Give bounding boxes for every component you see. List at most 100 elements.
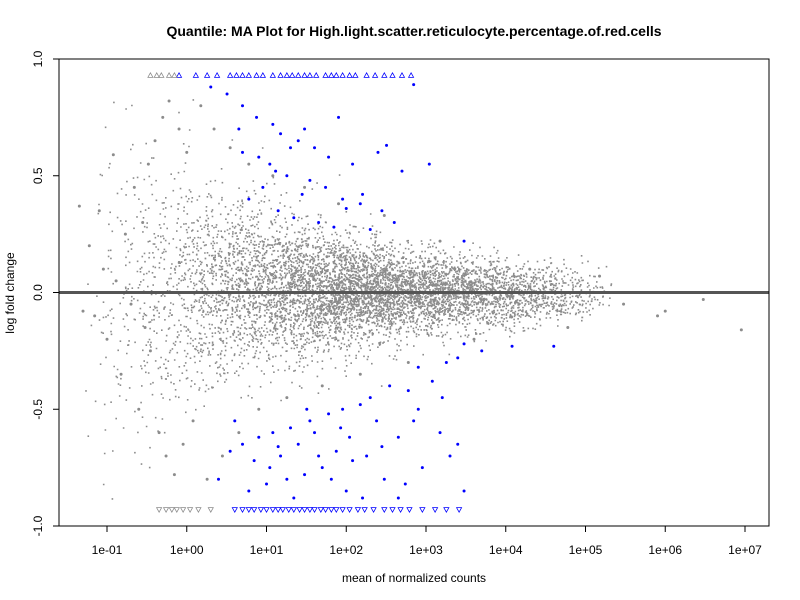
data-point-clipped-up (313, 72, 320, 78)
data-points (77, 72, 743, 513)
data-point (440, 396, 444, 400)
x-axis: 1e-01 1e+00 1e+01 1e+02 1e+03 1e+04 1e+05 1e+06… (92, 526, 762, 557)
data-point (119, 372, 123, 376)
data-point (164, 454, 168, 458)
data-point (376, 150, 380, 154)
x-tick-label: 1e-01 (92, 543, 123, 557)
data-point (566, 326, 570, 330)
chart-title: Quantile: MA Plot for High.light.scatter… (166, 23, 661, 39)
data-point (225, 92, 229, 96)
data-point (271, 122, 275, 126)
data-point (320, 384, 324, 388)
data-point (111, 153, 115, 157)
data-point (361, 496, 365, 500)
data-point-clipped-down (207, 507, 214, 513)
data-point (368, 227, 372, 231)
data-point (337, 202, 341, 206)
data-point (448, 454, 452, 458)
data-point-clipped-up (153, 72, 160, 78)
data-point (392, 220, 396, 224)
data-point (308, 419, 312, 423)
data-point-clipped-down (354, 507, 362, 513)
data-point-clipped-up (277, 72, 284, 78)
x-axis-label: mean of normalized counts (342, 571, 486, 585)
data-point (296, 442, 300, 446)
x-tick-label: 1e+05 (569, 543, 603, 557)
data-point (412, 83, 416, 87)
data-point-clipped-down (311, 507, 318, 513)
data-point (237, 127, 241, 131)
data-point-clipped-down (389, 507, 396, 513)
data-point (313, 146, 317, 150)
data-point (380, 445, 384, 449)
data-point (552, 344, 556, 348)
data-point-clipped-down (406, 507, 413, 513)
data-point (276, 445, 280, 449)
data-point-clipped-up (147, 72, 154, 78)
data-point-clipped-up (352, 72, 359, 78)
data-point (406, 361, 410, 365)
data-point (285, 174, 289, 178)
data-point-clipped-down (285, 507, 292, 513)
data-point (334, 449, 338, 453)
data-point-clipped-down (306, 507, 314, 513)
data-point-clipped-up (333, 72, 340, 78)
data-point (351, 162, 355, 166)
data-point-clipped-up (322, 72, 329, 78)
data-point (420, 466, 424, 470)
data-point (396, 496, 400, 500)
data-point (430, 379, 434, 383)
data-point-clipped-up (158, 72, 165, 78)
data-point (663, 309, 667, 313)
data-point (81, 309, 85, 313)
data-point (528, 267, 532, 271)
data-point-clipped-down (301, 507, 308, 513)
data-point (252, 459, 256, 463)
y-tick-label: -1.0 (31, 515, 45, 536)
data-point-clipped-up (192, 72, 200, 78)
data-point-clipped-up (339, 72, 346, 78)
data-point (313, 431, 317, 435)
data-point-clipped-down (419, 507, 426, 513)
data-point (279, 454, 283, 458)
data-point-clipped-down (443, 507, 450, 513)
data-point-clipped-up (233, 72, 240, 78)
data-point (220, 454, 224, 458)
data-point (327, 155, 331, 159)
data-point (285, 477, 289, 481)
data-point (87, 244, 91, 248)
data-point (382, 213, 386, 217)
data-point (228, 146, 232, 150)
data-point-clipped-down (195, 507, 202, 513)
x-tick-label: 1e+04 (489, 543, 523, 557)
data-point (237, 431, 241, 435)
data-point (247, 162, 251, 166)
x-tick-label: 1e+00 (170, 543, 204, 557)
data-point-clipped-down (269, 507, 277, 513)
data-point (462, 489, 466, 493)
data-point (622, 302, 626, 306)
data-point (412, 419, 416, 423)
data-point (348, 435, 352, 439)
data-point (368, 396, 372, 400)
data-point (241, 442, 245, 446)
data-point-clipped-up (165, 72, 173, 78)
data-point-clipped-down (279, 507, 286, 513)
data-point (416, 365, 420, 369)
data-point (167, 99, 171, 103)
data-point-clipped-up (283, 72, 291, 78)
data-point (228, 449, 232, 453)
data-point-clipped-up (213, 72, 221, 78)
data-point-clipped-up (346, 72, 353, 78)
data-point (300, 192, 304, 196)
data-point-clipped-up (171, 72, 178, 78)
data-point-clipped-down (455, 507, 463, 513)
data-point (161, 115, 165, 119)
data-point-clipped-down (346, 507, 353, 513)
data-point (268, 466, 272, 470)
data-point-clipped-up (306, 72, 314, 78)
data-point (380, 209, 384, 213)
data-point (146, 162, 150, 166)
data-point-clipped-up (239, 72, 246, 78)
data-point-clipped-up (328, 72, 335, 78)
